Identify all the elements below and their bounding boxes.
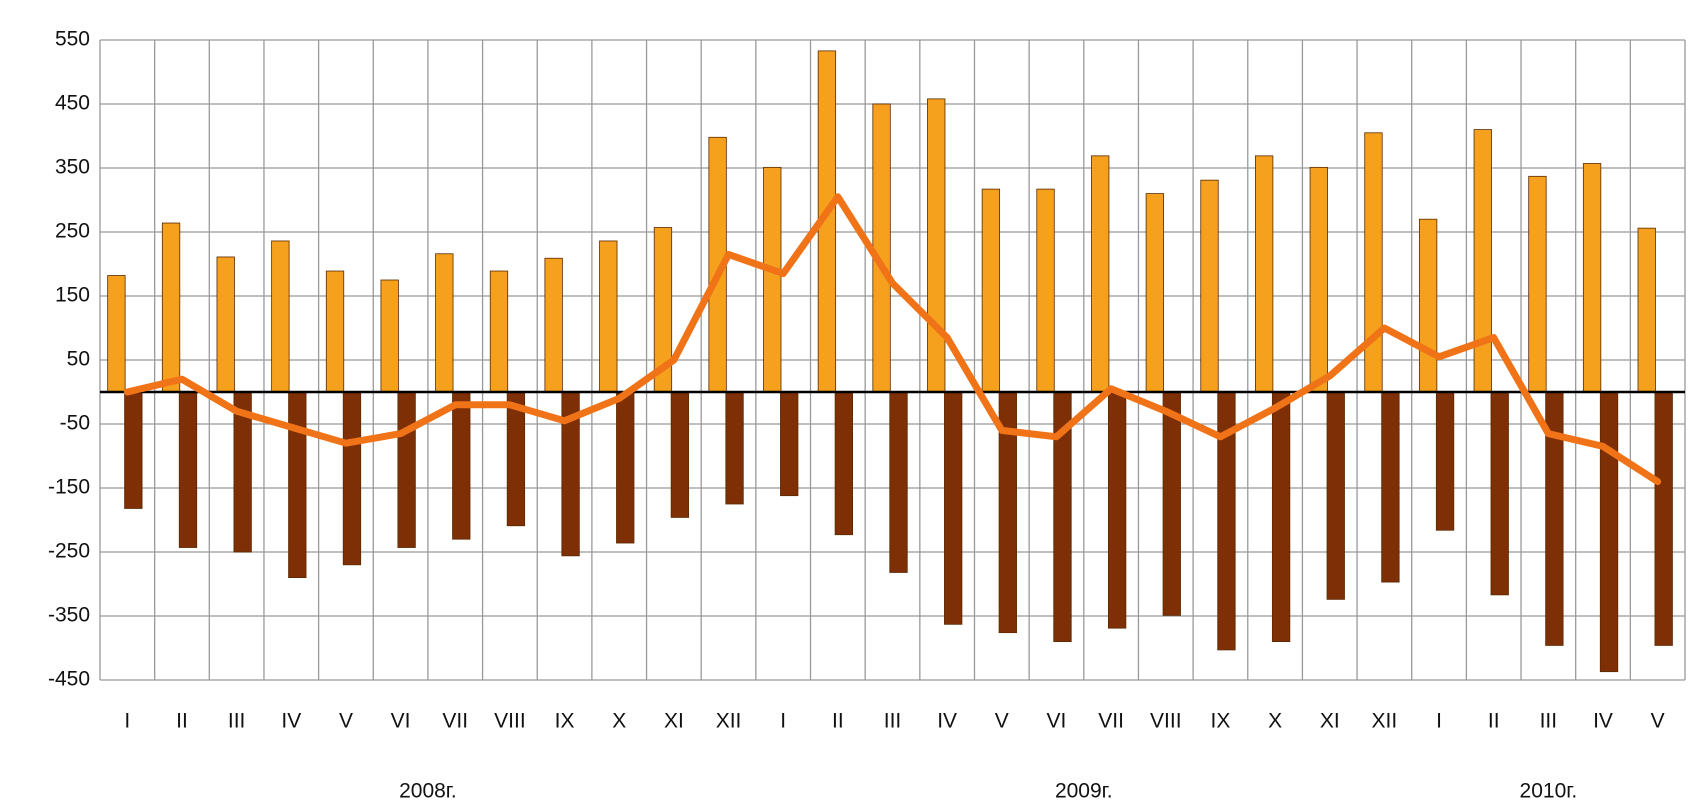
x-tick-label: IV (281, 710, 301, 733)
bar (1036, 188, 1055, 393)
y-tick-label: -50 (60, 412, 90, 435)
bar (1091, 155, 1110, 393)
bar (342, 391, 362, 566)
bar (981, 188, 1001, 393)
bar (216, 256, 235, 393)
bar (544, 257, 563, 393)
bar (178, 391, 198, 548)
x-tick-label: IX (1211, 710, 1231, 733)
y-tick-label: 150 (55, 284, 90, 307)
bar (780, 391, 799, 497)
x-tick-label: V (1651, 710, 1665, 733)
bar (325, 270, 345, 393)
bar (1473, 129, 1492, 393)
x-tick-label: VI (391, 710, 411, 733)
y-tick-label: 50 (67, 348, 90, 371)
bar (927, 98, 946, 393)
group-label: 2009г. (1055, 780, 1113, 803)
group-label: 2008г. (399, 780, 457, 803)
bar (763, 166, 782, 393)
x-tick-label: III (884, 710, 902, 733)
bar (889, 391, 908, 573)
x-tick-label: IV (937, 710, 957, 733)
bar (872, 103, 891, 393)
x-tick-label: II (832, 710, 844, 733)
bar (161, 222, 181, 393)
y-tick-label: 350 (55, 156, 90, 179)
x-tick-label: V (995, 710, 1009, 733)
x-tick-label: VI (1047, 710, 1067, 733)
bar (725, 391, 744, 505)
bar (599, 240, 618, 393)
y-tick-label: -150 (48, 476, 90, 499)
x-tick-label: XII (1372, 710, 1398, 733)
x-tick-label: VIII (1150, 710, 1182, 733)
bar (616, 391, 635, 544)
bar (1200, 179, 1219, 393)
bar (435, 253, 454, 393)
y-tick-label: 550 (55, 28, 90, 51)
y-tick-label: -350 (48, 604, 90, 627)
bar (288, 391, 307, 579)
x-tick-label: I (780, 710, 786, 733)
x-tick-label: I (1436, 710, 1442, 733)
bar (944, 391, 963, 625)
bar (1326, 391, 1345, 600)
y-tick-label: 450 (55, 92, 90, 115)
bar (1654, 391, 1673, 646)
bar (1255, 155, 1274, 393)
bar (1145, 193, 1164, 393)
bar (670, 391, 690, 518)
x-tick-label: IX (555, 710, 575, 733)
bar (834, 391, 854, 536)
bar (271, 240, 290, 393)
x-tick-label: IV (1593, 710, 1613, 733)
bar (1528, 175, 1547, 393)
y-tick-label: -450 (48, 668, 90, 691)
x-tick-label: X (612, 710, 626, 733)
x-tick-label: V (339, 710, 353, 733)
bar (489, 270, 509, 393)
x-tick-label: III (228, 710, 246, 733)
x-tick-label: I (124, 710, 130, 733)
y-tick-label: -250 (48, 540, 90, 563)
x-tick-label: X (1268, 710, 1282, 733)
bar (1435, 391, 1455, 531)
bar (506, 391, 526, 527)
bar (1599, 391, 1619, 673)
x-tick-label: XI (1320, 710, 1340, 733)
bar (107, 275, 126, 393)
bar (1490, 391, 1509, 596)
x-tick-label: XII (716, 710, 742, 733)
x-tick-label: II (1488, 710, 1500, 733)
bar (1271, 391, 1291, 643)
group-label: 2010г. (1520, 780, 1578, 803)
bar (1637, 227, 1656, 393)
bar (452, 391, 471, 540)
x-tick-label: III (1540, 710, 1558, 733)
bar (397, 391, 416, 548)
bar (380, 279, 399, 393)
x-tick-label: II (176, 710, 188, 733)
bar (1582, 163, 1602, 393)
bar (1381, 391, 1400, 583)
bar (1418, 218, 1438, 393)
bar (124, 391, 143, 509)
x-tick-label: VII (442, 710, 468, 733)
x-tick-label: XI (664, 710, 684, 733)
bar (1309, 166, 1328, 393)
line (123, 193, 1662, 486)
x-tick-label: VII (1098, 710, 1124, 733)
bar (1162, 391, 1181, 616)
x-tick-label: VIII (494, 710, 526, 733)
bar (1364, 132, 1383, 393)
y-tick-label: 250 (55, 220, 90, 243)
bar (1107, 391, 1127, 629)
